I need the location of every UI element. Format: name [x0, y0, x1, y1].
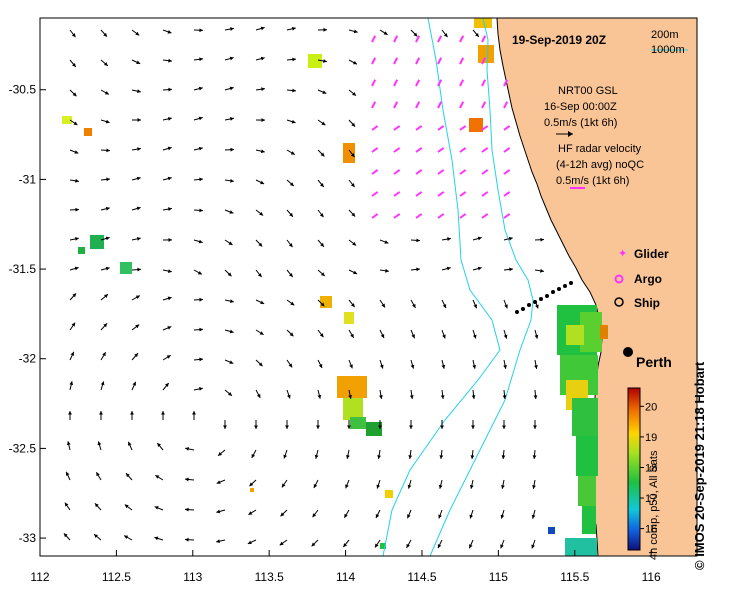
isobath-200-label: 200m — [651, 29, 679, 41]
gsl-scale-label: 0.5m/s (1kt 6h) — [544, 117, 617, 129]
ship-legend-label: Ship — [634, 296, 660, 310]
sst-patches — [62, 18, 608, 556]
isobath-1000-label: 1000m — [651, 44, 685, 56]
hf-label-2: (4-12h avg) noQC — [556, 159, 644, 171]
x-tick-label: 115.5 — [560, 570, 589, 584]
x-tick-label: 116 — [642, 570, 661, 584]
x-tick-label: 115 — [489, 570, 508, 584]
glider-track — [515, 281, 573, 314]
colorbar-title: 4h comp, p50, All Sats — [648, 450, 660, 560]
isobath-1000m — [382, 17, 501, 557]
perth-marker — [623, 347, 633, 357]
hf-scale-label: 0.5m/s (1kt 6h) — [556, 175, 629, 187]
copyright-credit: © IMOS 20-Sep-2019 21:18 Hobart — [692, 361, 707, 570]
argo-symbol — [614, 274, 624, 284]
x-tick-label: 112.5 — [102, 570, 131, 584]
colorbar-tick-label: 18 — [645, 462, 657, 474]
hf-radar-vectors — [371, 35, 511, 219]
perth-label: Perth — [636, 354, 672, 370]
y-tick-label: -31 — [19, 172, 37, 186]
colorbar-tick-label: 20 — [645, 401, 657, 413]
colorbar-ticks: 16 17 18 19 20 — [640, 401, 657, 536]
glider-symbol: ✦ — [618, 248, 627, 260]
y-tick-label: -32.5 — [9, 441, 37, 455]
colorbar-tick-label: 17 — [645, 493, 657, 505]
y-tick-label: -31.5 — [9, 262, 37, 276]
x-tick-label: 114.5 — [407, 570, 436, 584]
x-tick-label: 114 — [336, 570, 355, 584]
sst-colorbar — [627, 387, 641, 551]
map-title: 19-Sep-2019 20Z — [512, 33, 606, 47]
axis-ticks: 112 112.5 113 113.5 114 114.5 115 115.5 116 -30.5… — [9, 83, 661, 584]
ship-symbol — [614, 297, 624, 307]
x-tick-label: 113.5 — [255, 570, 284, 584]
gsl-current-vectors — [63, 26, 545, 549]
x-tick-label: 112 — [30, 570, 49, 584]
gsl-label-1: NRT00 GSL — [558, 85, 618, 97]
hf-label-1: HF radar velocity — [558, 143, 642, 155]
y-tick-label: -30.5 — [9, 83, 37, 97]
colorbar-tick-label: 16 — [645, 524, 657, 536]
y-tick-label: -32 — [19, 352, 37, 366]
argo-legend-label: Argo — [634, 272, 662, 286]
colorbar-tick-label: 19 — [645, 432, 657, 444]
x-tick-label: 113 — [183, 570, 202, 584]
isobaths — [382, 17, 534, 557]
gsl-label-2: 16-Sep 00:00Z — [544, 101, 617, 113]
plot-frame — [39, 17, 698, 557]
glider-legend-label: Glider — [634, 247, 669, 261]
isobath-200m — [429, 17, 534, 557]
y-tick-label: -33 — [19, 531, 37, 545]
